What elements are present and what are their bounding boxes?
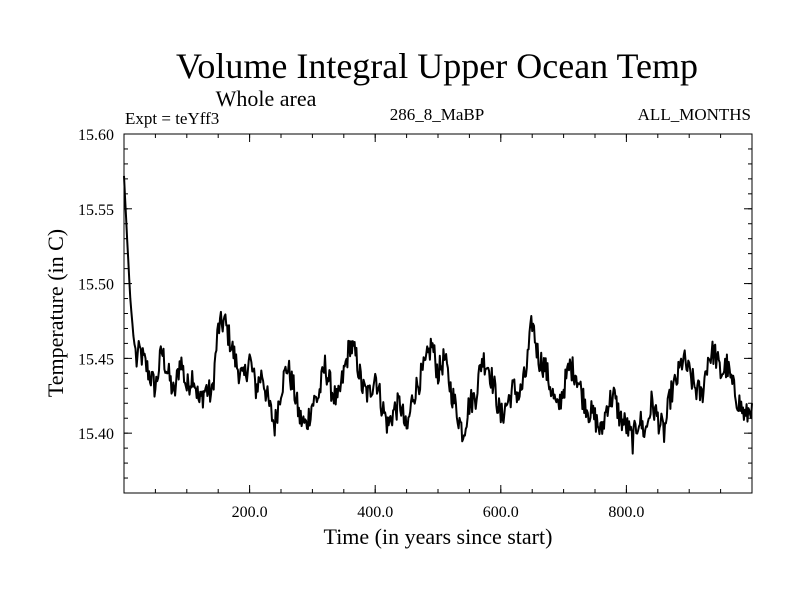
x-axis-label: Time (in years since start) <box>324 524 553 549</box>
chart-title: Volume Integral Upper Ocean Temp <box>176 46 698 86</box>
x-tick-label: 400.0 <box>357 504 393 521</box>
axis-ticks <box>124 133 752 494</box>
x-tick-label: 600.0 <box>483 504 519 521</box>
y-tick-label: 15.40 <box>78 426 114 443</box>
y-tick-label: 15.45 <box>78 351 114 368</box>
x-tick-labels: 200.0 400.0 600.0 800.0 <box>232 504 645 521</box>
temperature-series-line <box>123 175 753 455</box>
experiment-label: Expt = teYff3 <box>125 109 219 128</box>
run-label: 286_8_MaBP <box>390 105 484 124</box>
y-tick-labels: 15.40 15.45 15.50 15.55 15.60 <box>78 127 114 443</box>
y-tick-label: 15.60 <box>78 127 114 144</box>
x-tick-label: 800.0 <box>608 504 644 521</box>
y-axis-label: Temperature (in C) <box>43 229 68 397</box>
y-tick-label: 15.50 <box>78 277 114 294</box>
x-tick-label: 200.0 <box>232 504 268 521</box>
plot-frame <box>123 133 753 494</box>
chart-subtitle: Whole area <box>216 86 317 111</box>
y-tick-label: 15.55 <box>78 202 114 219</box>
period-label: ALL_MONTHS <box>638 105 751 124</box>
